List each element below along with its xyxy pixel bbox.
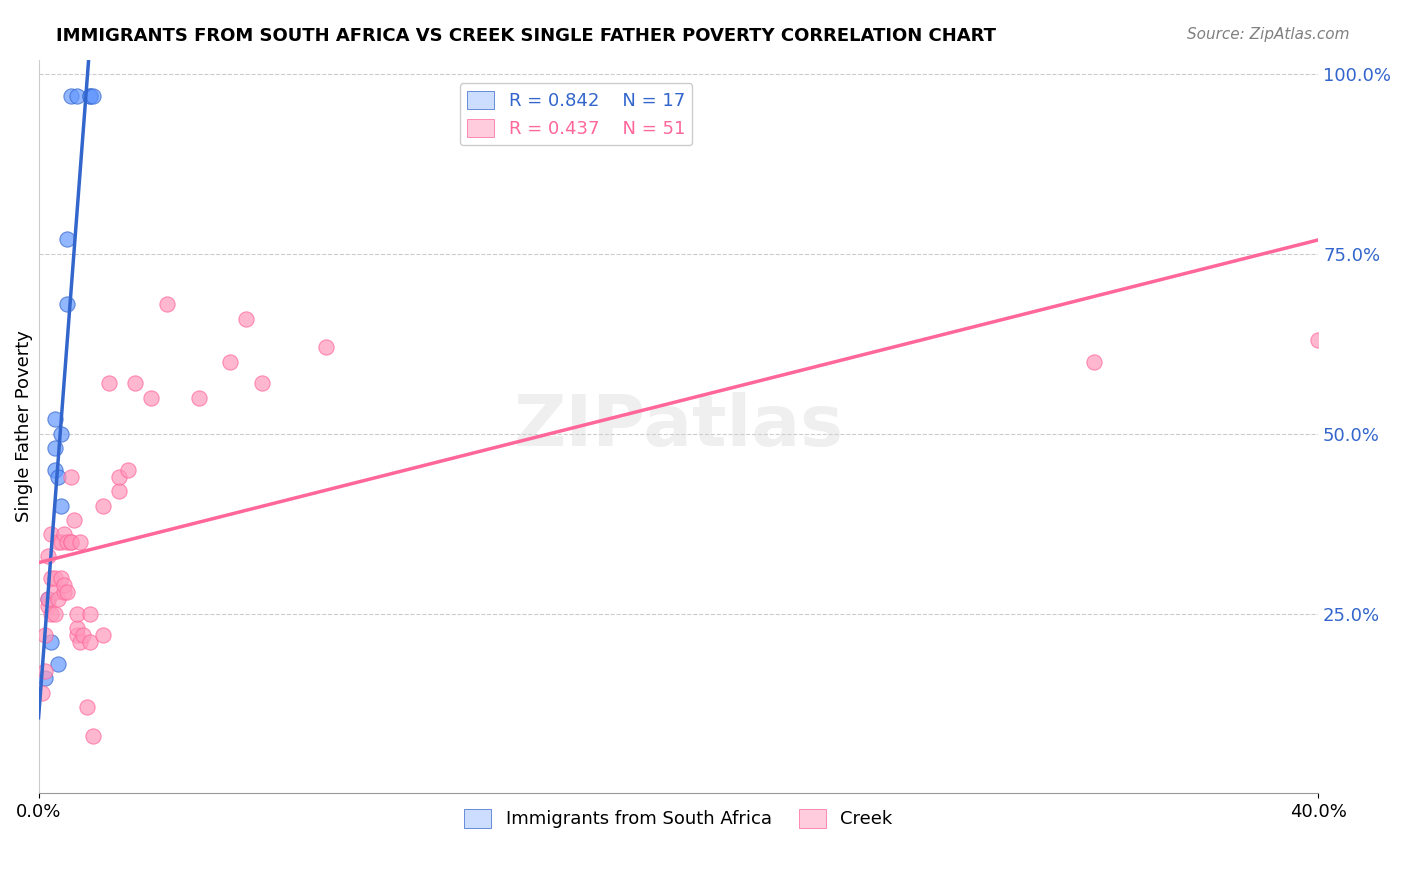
Point — [44, 570, 66, 584]
Point — [91, 499, 114, 513]
Point — [37, 549, 59, 563]
Point — [62, 513, 84, 527]
Point — [59, 534, 82, 549]
Point — [41, 527, 63, 541]
Point — [56, 585, 79, 599]
Point — [44, 441, 66, 455]
Point — [53, 527, 76, 541]
Point — [49, 570, 72, 584]
Point — [41, 607, 63, 621]
Point — [66, 621, 89, 635]
Point — [44, 585, 66, 599]
Point — [49, 426, 72, 441]
Point — [82, 88, 104, 103]
Point — [79, 635, 101, 649]
Point — [46, 592, 69, 607]
Point — [79, 88, 101, 103]
Point — [66, 88, 89, 103]
Point — [69, 534, 91, 549]
Point — [41, 570, 63, 584]
Point — [315, 340, 337, 354]
Y-axis label: Single Father Poverty: Single Father Poverty — [15, 331, 32, 523]
Point — [66, 607, 89, 621]
Point — [49, 534, 72, 549]
Point — [66, 628, 89, 642]
Point — [235, 311, 257, 326]
Text: ZIPatlas: ZIPatlas — [513, 392, 844, 461]
Point — [76, 700, 98, 714]
Point — [1083, 355, 1105, 369]
Point — [107, 470, 129, 484]
Point — [44, 607, 66, 621]
Point — [34, 671, 56, 685]
Point — [252, 376, 274, 391]
Point — [97, 376, 120, 391]
Point — [53, 585, 76, 599]
Point — [187, 391, 209, 405]
Point — [69, 635, 91, 649]
Point — [44, 462, 66, 476]
Point — [139, 391, 162, 405]
Point — [72, 628, 94, 642]
Point — [34, 628, 56, 642]
Point — [219, 355, 242, 369]
Point — [124, 376, 146, 391]
Point — [79, 88, 101, 103]
Point — [59, 88, 82, 103]
Point — [44, 412, 66, 426]
Point — [41, 635, 63, 649]
Text: IMMIGRANTS FROM SOUTH AFRICA VS CREEK SINGLE FATHER POVERTY CORRELATION CHART: IMMIGRANTS FROM SOUTH AFRICA VS CREEK SI… — [56, 27, 997, 45]
Point — [31, 686, 53, 700]
Point — [56, 232, 79, 246]
Point — [37, 599, 59, 614]
Point — [59, 470, 82, 484]
Point — [34, 664, 56, 678]
Point — [46, 657, 69, 671]
Point — [46, 470, 69, 484]
Point — [117, 462, 139, 476]
Text: Source: ZipAtlas.com: Source: ZipAtlas.com — [1187, 27, 1350, 42]
Point — [82, 729, 104, 743]
Point — [56, 297, 79, 311]
Point — [91, 628, 114, 642]
Point — [56, 534, 79, 549]
Point — [59, 534, 82, 549]
Point — [155, 297, 177, 311]
Point — [53, 578, 76, 592]
Point — [37, 592, 59, 607]
Point — [37, 592, 59, 607]
Legend: Immigrants from South Africa, Creek: Immigrants from South Africa, Creek — [457, 802, 900, 836]
Point — [79, 607, 101, 621]
Point — [46, 534, 69, 549]
Point — [1308, 333, 1330, 347]
Point — [107, 484, 129, 499]
Point — [49, 499, 72, 513]
